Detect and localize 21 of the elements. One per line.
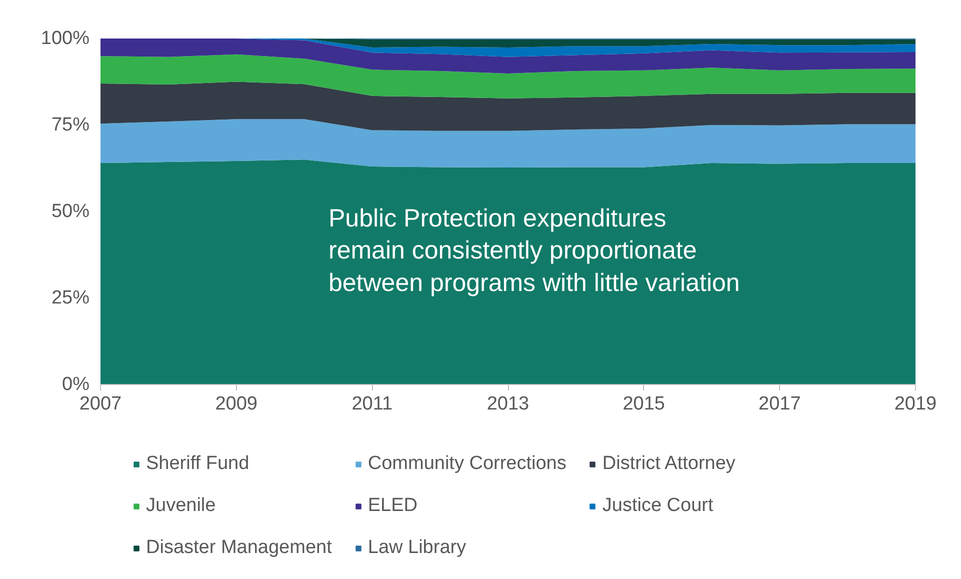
- legend-label: Law Library: [368, 537, 466, 559]
- y-tick-label: 100%: [40, 28, 90, 49]
- x-tick-label: 2013: [486, 394, 530, 414]
- x-tick-label: 2019: [894, 394, 937, 414]
- legend-label: Juvenile: [146, 495, 216, 517]
- x-tick-label: 2011: [352, 394, 393, 414]
- legend-label: District Attorney: [602, 453, 736, 475]
- x-tick-label: 2017: [758, 394, 801, 414]
- legend-label: Community Corrections: [368, 453, 566, 475]
- x-tick-label: 2007: [79, 394, 122, 414]
- legend-label: Sheriff Fund: [146, 453, 250, 475]
- x-tick-label: 2015: [622, 394, 665, 414]
- legend-label: Justice Court: [602, 495, 714, 517]
- y-tick-label: 75%: [51, 114, 90, 136]
- annotation: Public Protection expenditures remain consistently proportionate between programs with little variation: [328, 204, 740, 297]
- y-tick-label: 0%: [62, 374, 90, 395]
- y-tick-label: 25%: [51, 288, 90, 308]
- y-tick-label: 50%: [51, 201, 90, 222]
- legend-label: Disaster Management: [146, 537, 332, 559]
- x-tick-label: 2009: [215, 394, 258, 414]
- legend-label: ELED: [368, 495, 418, 517]
